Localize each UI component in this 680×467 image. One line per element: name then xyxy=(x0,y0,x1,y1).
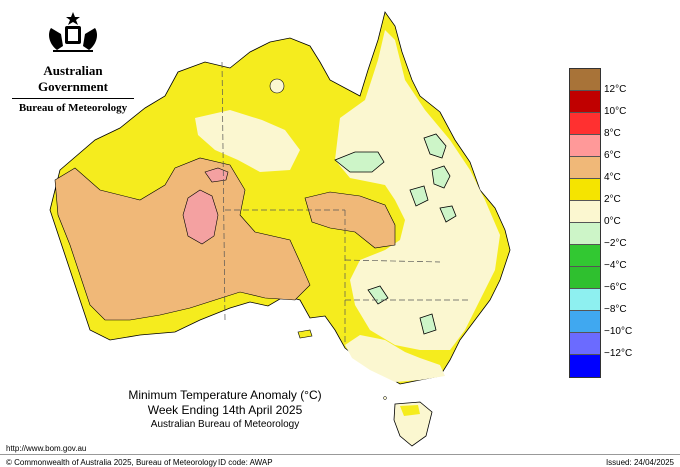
anomaly-zone-neg2-0-b xyxy=(423,133,447,159)
island-dot xyxy=(383,396,387,400)
bureau-name: Bureau of Meteorology xyxy=(18,102,128,114)
legend-swatch xyxy=(570,267,600,289)
legend-swatch xyxy=(570,179,600,201)
tasmania-anomaly-2-4 xyxy=(400,405,420,416)
map-title-line-2: Week Ending 14th April 2025 xyxy=(147,403,303,417)
legend-swatch xyxy=(570,289,600,311)
legend-label: −8°C xyxy=(604,304,627,315)
anomaly-zone-4-6-central xyxy=(304,191,396,249)
coat-of-arms-icon xyxy=(49,12,97,52)
legend-label: 0°C xyxy=(604,216,621,227)
anomaly-zone-0-2-pocket xyxy=(269,78,285,94)
anomaly-zone-neg2-0-c xyxy=(431,165,451,189)
legend-swatch xyxy=(570,113,600,135)
header-divider xyxy=(12,98,134,99)
legend-label: 10°C xyxy=(604,106,627,117)
footer-divider xyxy=(0,454,680,455)
legend-label: 2°C xyxy=(604,194,621,205)
legend-label: 6°C xyxy=(604,150,621,161)
anomaly-zone-neg2-0-f xyxy=(367,285,389,305)
legend-swatch xyxy=(570,223,600,245)
legend-swatch xyxy=(570,333,600,355)
legend-label: −12°C xyxy=(604,348,633,359)
legend-swatch xyxy=(570,69,600,91)
legend-label: 4°C xyxy=(604,172,621,183)
government-name: Australian Government xyxy=(37,63,109,94)
legend-label: −2°C xyxy=(604,238,627,249)
legend-label: 8°C xyxy=(604,128,621,139)
legend-swatch xyxy=(570,355,600,377)
footer-url-link[interactable]: http://www.bom.gov.au xyxy=(6,444,87,453)
anomaly-zone-4-6-west xyxy=(54,157,311,321)
legend-label: −4°C xyxy=(604,260,627,271)
kangaroo-island xyxy=(297,329,313,339)
map-title-line-3: Australian Bureau of Meteorology xyxy=(150,419,300,430)
legend-label: −10°C xyxy=(604,326,633,337)
agency-header: Australian Government Bureau of Meteorol… xyxy=(8,10,138,114)
footer-issued-date: Issued: 24/04/2025 xyxy=(605,458,674,467)
anomaly-zone-neg2-0-g xyxy=(419,313,437,335)
legend-label: 12°C xyxy=(604,84,627,95)
legend-swatch xyxy=(570,201,600,223)
anomaly-zone-6-8-west xyxy=(182,189,219,245)
anomaly-zone-0-2-south xyxy=(345,335,445,382)
map-title-line-1: Minimum Temperature Anomaly (°C) xyxy=(128,388,322,402)
legend-swatch xyxy=(570,135,600,157)
footer-copyright: © Commonwealth of Australia 2025, Bureau… xyxy=(6,458,217,467)
anomaly-zone-0-2-north xyxy=(195,110,300,172)
state-borders xyxy=(221,61,470,345)
legend-swatch xyxy=(570,245,600,267)
anomaly-zone-6-8-north xyxy=(204,167,229,183)
anomaly-zone-neg2-0-e xyxy=(439,205,457,223)
anomaly-zone-neg2-0-a xyxy=(334,151,385,173)
legend-swatch xyxy=(570,311,600,333)
anomaly-zone-neg2-0-d xyxy=(409,185,429,207)
legend-label: −6°C xyxy=(604,282,627,293)
footer-id-code: ID code: AWAP xyxy=(218,458,273,467)
map-title: Minimum Temperature Anomaly (°C) Week En… xyxy=(110,388,340,431)
legend-swatch xyxy=(570,157,600,179)
temperature-legend xyxy=(569,68,601,378)
legend-swatch xyxy=(570,91,600,113)
